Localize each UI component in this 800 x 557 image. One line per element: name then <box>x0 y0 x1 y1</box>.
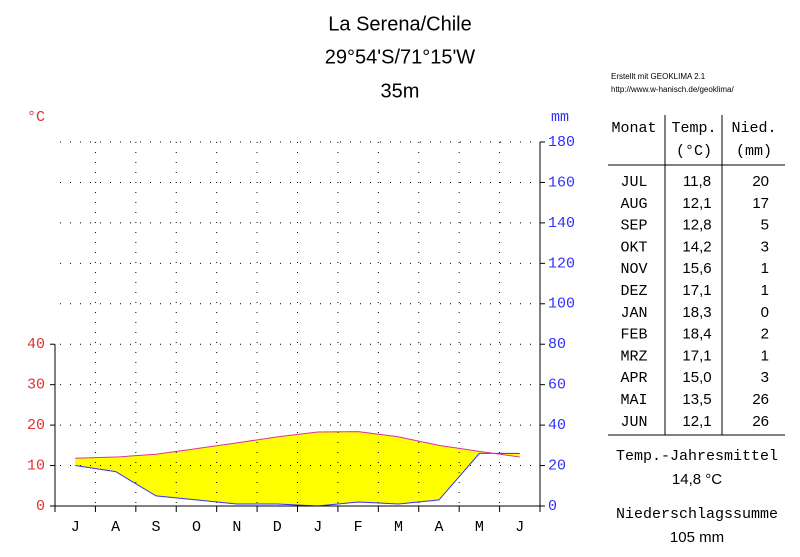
y-axis-label: °C <box>27 109 45 126</box>
table-month: JAN <box>620 305 647 322</box>
table-precip: 26 <box>752 413 769 430</box>
table-unit: (°C) <box>676 143 712 160</box>
table-precip: 5 <box>761 217 769 234</box>
y2-tick-label: 180 <box>548 134 575 151</box>
y2-tick-label: 0 <box>548 498 557 515</box>
credit-url: http://www.w-hanisch.de/geoklima/ <box>611 85 735 94</box>
x-tick-label: N <box>232 519 241 536</box>
table-precip: 26 <box>752 391 769 408</box>
table-temp: 11,8 <box>683 173 711 190</box>
table-month: JUN <box>620 414 647 431</box>
credit: Erstellt mit GEOKLIMA 2.1 <box>611 72 706 81</box>
table-month: DEZ <box>620 283 647 300</box>
x-tick-label: M <box>475 519 484 536</box>
table-month: APR <box>620 370 647 387</box>
table-temp: 12,1 <box>682 195 711 212</box>
table-temp: 17,1 <box>682 282 711 299</box>
y2-tick-label: 100 <box>548 296 575 313</box>
table-precip: 3 <box>761 238 769 255</box>
table-temp: 17,1 <box>682 347 711 364</box>
chart-subtitle: 29°54'S/71°15'W <box>325 46 476 68</box>
table-temp: 12,1 <box>682 413 711 430</box>
y-tick-label: 30 <box>27 377 45 394</box>
table-temp: 18,3 <box>682 304 711 321</box>
table-header: Monat <box>611 120 656 137</box>
y2-tick-label: 160 <box>548 174 575 191</box>
table-header: Temp. <box>671 120 716 137</box>
table-month: MRZ <box>620 348 647 365</box>
table-precip: 20 <box>752 173 769 190</box>
table-temp: 14,2 <box>682 238 711 255</box>
y2-tick-label: 60 <box>548 377 566 394</box>
x-tick-label: M <box>394 519 403 536</box>
x-tick-label: J <box>515 519 524 536</box>
elevation: 35m <box>381 80 420 102</box>
x-tick-label: S <box>152 519 161 536</box>
table-precip: 2 <box>761 326 769 343</box>
table-header: Nied. <box>731 120 776 137</box>
y2-tick-label: 20 <box>548 458 566 475</box>
x-tick-label: A <box>111 519 120 536</box>
y2-tick-label: 80 <box>548 336 566 353</box>
annual-precip-title: Niederschlagssumme <box>616 506 778 523</box>
table-month: FEB <box>620 327 647 344</box>
chart-title: La Serena/Chile <box>328 13 471 35</box>
table-temp: 12,8 <box>682 217 711 234</box>
x-tick-label: J <box>313 519 322 536</box>
table-precip: 3 <box>761 369 769 386</box>
table-month: JUL <box>620 174 647 191</box>
y2-tick-label: 140 <box>548 215 575 232</box>
series-line <box>75 431 520 459</box>
x-tick-label: O <box>192 519 201 536</box>
table-precip: 17 <box>752 195 769 212</box>
y2-tick-label: 120 <box>548 255 575 272</box>
x-tick-label: D <box>273 519 282 536</box>
y2-axis-label: mm <box>551 109 569 126</box>
annual-precip: 105 mm <box>670 529 724 546</box>
table-month: NOV <box>620 261 647 278</box>
table-precip: 1 <box>761 347 769 364</box>
x-tick-label: J <box>71 519 80 536</box>
table-unit: (mm) <box>736 143 772 160</box>
table-month: MAI <box>620 392 647 409</box>
table-precip: 1 <box>761 260 769 277</box>
y-tick-label: 40 <box>27 336 45 353</box>
x-tick-label: A <box>434 519 443 536</box>
y2-tick-label: 40 <box>548 417 566 434</box>
annual-temp: 14,8 °C <box>672 471 722 488</box>
table-temp: 18,4 <box>682 326 711 343</box>
table-month: SEP <box>620 218 647 235</box>
series-line <box>75 452 520 507</box>
annual-temp-title: Temp.-Jahresmittel <box>616 448 778 465</box>
table-temp: 15,0 <box>682 369 711 386</box>
table-month: AUG <box>620 196 647 213</box>
table-precip: 0 <box>761 304 769 321</box>
x-tick-label: F <box>354 519 363 536</box>
table-temp: 13,5 <box>682 391 711 408</box>
table-precip: 1 <box>761 282 769 299</box>
table-temp: 15,6 <box>682 260 711 277</box>
y-tick-label: 20 <box>27 417 45 434</box>
y-tick-label: 0 <box>36 498 45 515</box>
y-tick-label: 10 <box>27 458 45 475</box>
table-month: OKT <box>620 239 647 256</box>
